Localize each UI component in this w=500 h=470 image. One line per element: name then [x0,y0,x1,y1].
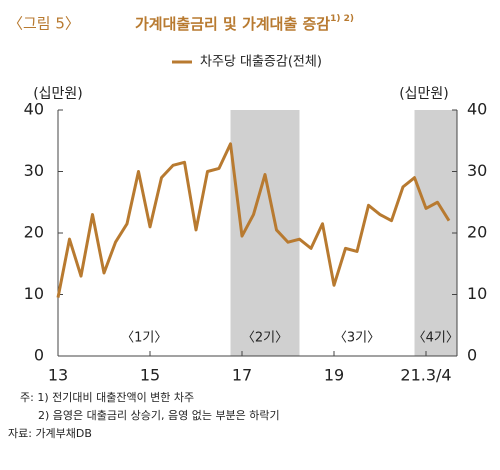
y-tick-label: 0 [34,346,44,365]
period-label: 〈4기〉 [413,331,459,346]
period-label: 〈1기〉 [121,331,167,346]
note: 주: 1) 전기대비 대출잔액이 변한 차주 [20,391,194,404]
period-label: 〈3기〉 [334,331,380,346]
y2-tick-label: 30 [467,161,487,180]
y2-tick-label: 20 [467,223,487,242]
shaded-period [414,110,457,356]
y2-axis-label: (십만원) [399,86,449,102]
x-tick-label: 15 [140,366,160,385]
y-tick-label: 20 [24,223,44,242]
series-line [56,142,451,298]
period-label: 〈2기〉 [242,331,288,346]
legend-label: 차주당 대출증감(전체) [200,55,322,70]
title-text: 가계대출금리 및 가계대출 증감 [135,15,330,33]
x-tick-label: 17 [232,366,252,385]
y-tick-label: 40 [24,100,44,119]
chart-title: 가계대출금리 및 가계대출 증감1) 2) [135,14,354,33]
y2-tick-label: 40 [467,100,487,119]
y2-tick-label: 10 [467,284,487,303]
title-note: 1) 2) [330,14,354,24]
x-tick-label: 13 [48,366,68,385]
x-tick-label: 21.3/4 [400,366,451,385]
note: 2) 음영은 대출금리 상승기, 음영 없는 부분은 하락기 [38,408,280,422]
y-axis-label: (십만원) [33,86,83,102]
y-tick-label: 30 [24,161,44,180]
source: 자료: 가계부채DB [8,427,92,440]
y-tick-label: 10 [24,284,44,303]
figure-label: 〈그림 5〉 [8,15,80,33]
y2-tick-label: 0 [467,346,477,365]
x-tick-label: 19 [324,366,344,385]
